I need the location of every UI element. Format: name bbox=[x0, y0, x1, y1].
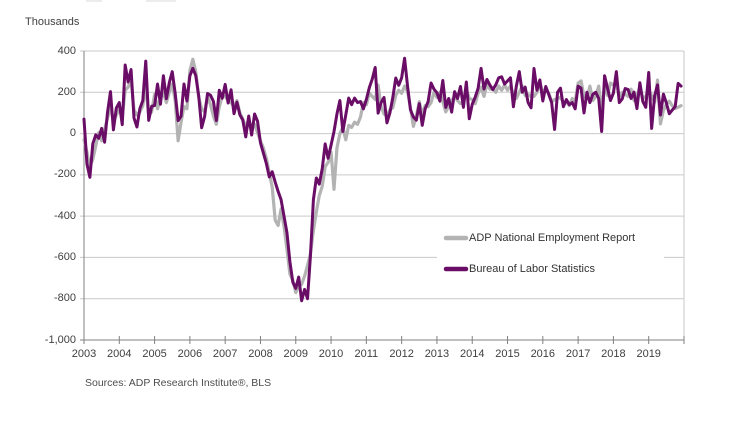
y-tick-label: 400 bbox=[57, 44, 76, 57]
x-tick-label: 2008 bbox=[248, 348, 273, 360]
y-tick-label: -400 bbox=[53, 209, 76, 222]
x-tick-label: 2005 bbox=[142, 348, 167, 360]
x-tick-label: 2009 bbox=[283, 348, 308, 360]
y-tick-label: -600 bbox=[53, 250, 76, 263]
source-note: Sources: ADP Research Institute®, BLS bbox=[85, 377, 272, 389]
x-tick-label: 2012 bbox=[389, 348, 414, 360]
y-tick-label: -200 bbox=[53, 168, 76, 181]
y-tick-label: -800 bbox=[53, 292, 76, 305]
legend-background bbox=[437, 222, 664, 284]
y-tick-label: -1,000 bbox=[44, 333, 76, 346]
x-tick-label: 2011 bbox=[354, 348, 379, 360]
x-tick-label: 2006 bbox=[177, 348, 203, 360]
x-tick-label: 2015 bbox=[495, 348, 520, 360]
x-tick-label: 2014 bbox=[459, 348, 485, 360]
x-tick-label: 2018 bbox=[601, 348, 626, 360]
y-tick-label: 0 bbox=[69, 127, 76, 140]
bls-series-line bbox=[82, 56, 683, 303]
x-tick-label: 2016 bbox=[530, 348, 556, 360]
legend bbox=[437, 222, 664, 284]
y-axis-units-label: Thousands bbox=[25, 16, 80, 28]
y-tick-label: 200 bbox=[57, 85, 76, 98]
x-tick-label: 2007 bbox=[212, 348, 238, 360]
adp-series-line bbox=[82, 57, 683, 295]
x-tick-label: 2017 bbox=[565, 348, 591, 360]
x-tick-label: 2019 bbox=[636, 348, 661, 360]
cropped-title-artifact bbox=[86, 0, 102, 2]
x-tick-label: 2010 bbox=[318, 348, 344, 360]
x-tick-label: 2003 bbox=[71, 348, 97, 360]
x-tick-label: 2004 bbox=[107, 348, 132, 360]
legend-label-bls: Bureau of Labor Statistics bbox=[469, 263, 595, 275]
legend-label-adp: ADP National Employment Report bbox=[469, 232, 636, 244]
x-tick-label: 2013 bbox=[424, 348, 450, 360]
cropped-title-artifact bbox=[146, 0, 176, 2]
axis-lines bbox=[80, 51, 684, 344]
